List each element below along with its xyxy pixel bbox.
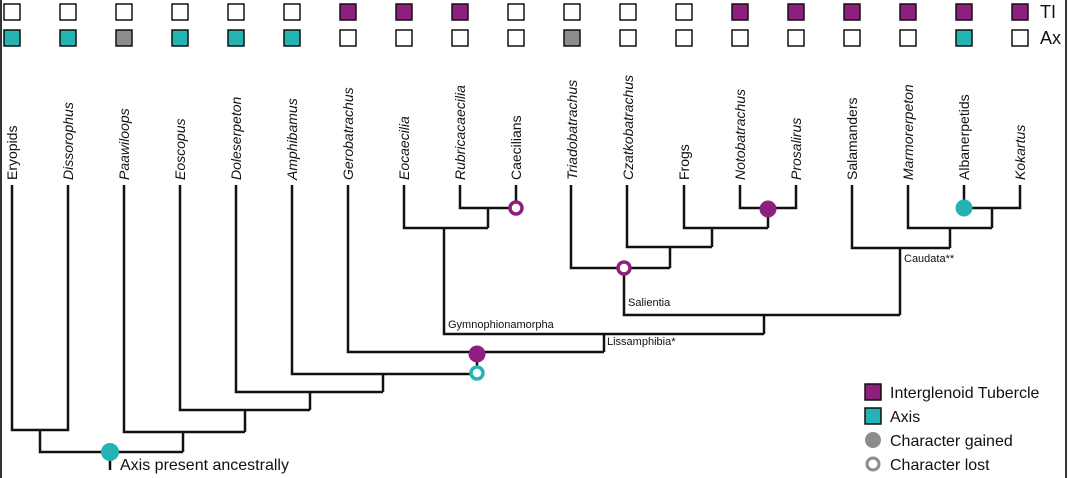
character-lost	[616, 260, 632, 276]
legend-label: Axis	[890, 409, 920, 426]
character-state	[171, 29, 189, 47]
taxon-label: Eoscopus	[172, 119, 188, 180]
character-state	[731, 29, 749, 47]
character-state	[731, 3, 749, 21]
character-state	[619, 3, 637, 21]
root-label: Axis present ancestrally	[120, 457, 289, 474]
taxon-label: Caecilians	[508, 115, 524, 180]
character-state	[227, 3, 245, 21]
character-state	[283, 29, 301, 47]
character-state	[1011, 29, 1029, 47]
taxon-label: Dissorophus	[60, 102, 76, 180]
character-state	[563, 3, 581, 21]
character-state	[899, 29, 917, 47]
character-state	[619, 29, 637, 47]
character-state	[227, 29, 245, 47]
character-state	[3, 3, 21, 21]
character-gained	[101, 443, 119, 461]
character-state	[507, 3, 525, 21]
character-state	[59, 29, 77, 47]
character-state	[283, 3, 301, 21]
character-state	[339, 29, 357, 47]
legend-label: Character gained	[890, 433, 1013, 450]
character-lost	[508, 200, 524, 216]
character-state	[451, 3, 469, 21]
character-gained	[955, 199, 973, 217]
taxon-label: Czatkobatrachus	[620, 75, 636, 180]
character-state	[787, 29, 805, 47]
legend-swatch	[864, 383, 882, 401]
character-state	[843, 29, 861, 47]
character-state	[675, 3, 693, 21]
character-state	[115, 29, 133, 47]
character-state	[563, 29, 581, 47]
character-row-label: TI	[1040, 2, 1056, 22]
character-state	[451, 29, 469, 47]
taxon-label: Albanerpetids	[956, 94, 972, 180]
taxon-label: Kokartus	[1012, 125, 1028, 180]
character-state	[899, 3, 917, 21]
taxon-label: Salamanders	[844, 98, 860, 181]
character-state	[507, 29, 525, 47]
character-state	[339, 3, 357, 21]
character-state	[955, 29, 973, 47]
taxon-label: Triadobatrachus	[564, 80, 580, 180]
legend-label: Character lost	[890, 457, 990, 474]
character-gained	[468, 345, 486, 363]
character-state	[843, 3, 861, 21]
character-lost	[469, 365, 485, 381]
clade-label: Gymnophionamorpha	[448, 319, 555, 331]
taxon-label: Amphibamus	[284, 98, 300, 181]
character-state	[3, 29, 21, 47]
legend-label: Interglenoid Tubercle	[890, 385, 1040, 402]
clade-label: Lissamphibia*	[607, 336, 676, 348]
character-state	[1011, 3, 1029, 21]
character-state	[787, 3, 805, 21]
clade-label: Salientia	[628, 297, 671, 309]
taxon-label: Prosalirus	[788, 118, 804, 180]
character-state	[955, 3, 973, 21]
legend-swatch	[865, 456, 881, 472]
taxon-label: Gerobatrachus	[340, 87, 356, 180]
character-state	[171, 3, 189, 21]
character-state	[115, 3, 133, 21]
character-state	[395, 29, 413, 47]
character-gained	[759, 200, 777, 218]
character-state	[675, 29, 693, 47]
clade-label: Caudata**	[904, 253, 955, 265]
character-state	[395, 3, 413, 21]
taxon-label: Eocaecilia	[396, 116, 412, 180]
taxon-label: Marmorerpeton	[900, 84, 916, 180]
taxon-label: Frogs	[676, 144, 692, 180]
taxon-label: Rubricacaecilia	[452, 85, 468, 180]
taxon-label: Doleserpeton	[228, 97, 244, 180]
legend-swatch	[864, 407, 882, 425]
character-state	[59, 3, 77, 21]
character-row-label: Ax	[1040, 28, 1061, 48]
taxon-label: Paawiloops	[116, 108, 132, 180]
taxon-label: Notobatrachus	[732, 89, 748, 180]
taxon-label: Eryopids	[4, 126, 20, 180]
legend-swatch	[865, 432, 881, 448]
